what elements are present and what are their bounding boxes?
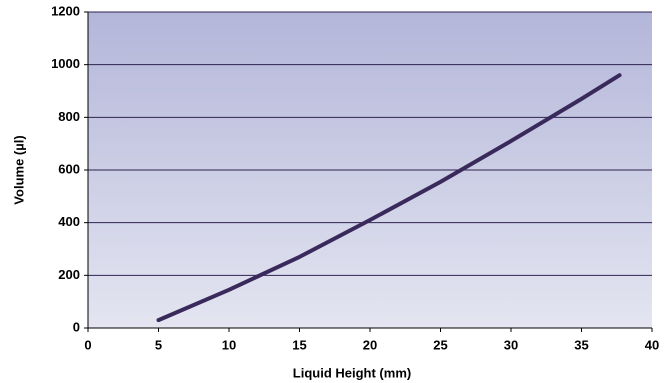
y-tick-label: 600 [58,161,80,176]
y-tick-label: 200 [58,267,80,282]
y-tick-label: 1000 [51,56,80,71]
x-tick-label: 20 [363,337,377,352]
x-tick-label: 40 [645,337,659,352]
y-tick-label: 1200 [51,3,80,18]
x-tick-label: 30 [504,337,518,352]
x-tick-label: 25 [433,337,447,352]
x-tick-label: 15 [292,337,306,352]
y-tick-label: 400 [58,214,80,229]
y-tick-label: 800 [58,109,80,124]
x-tick-label: 5 [155,337,162,352]
line [156,73,622,323]
x-axis-label: Liquid Height (mm) [293,365,411,380]
x-tick-label: 35 [574,337,588,352]
y-tick-label: 0 [73,319,80,334]
x-tick-label: 10 [222,337,236,352]
x-tick-label: 0 [84,337,91,352]
y-axis-label: Volume (µl) [11,135,26,204]
